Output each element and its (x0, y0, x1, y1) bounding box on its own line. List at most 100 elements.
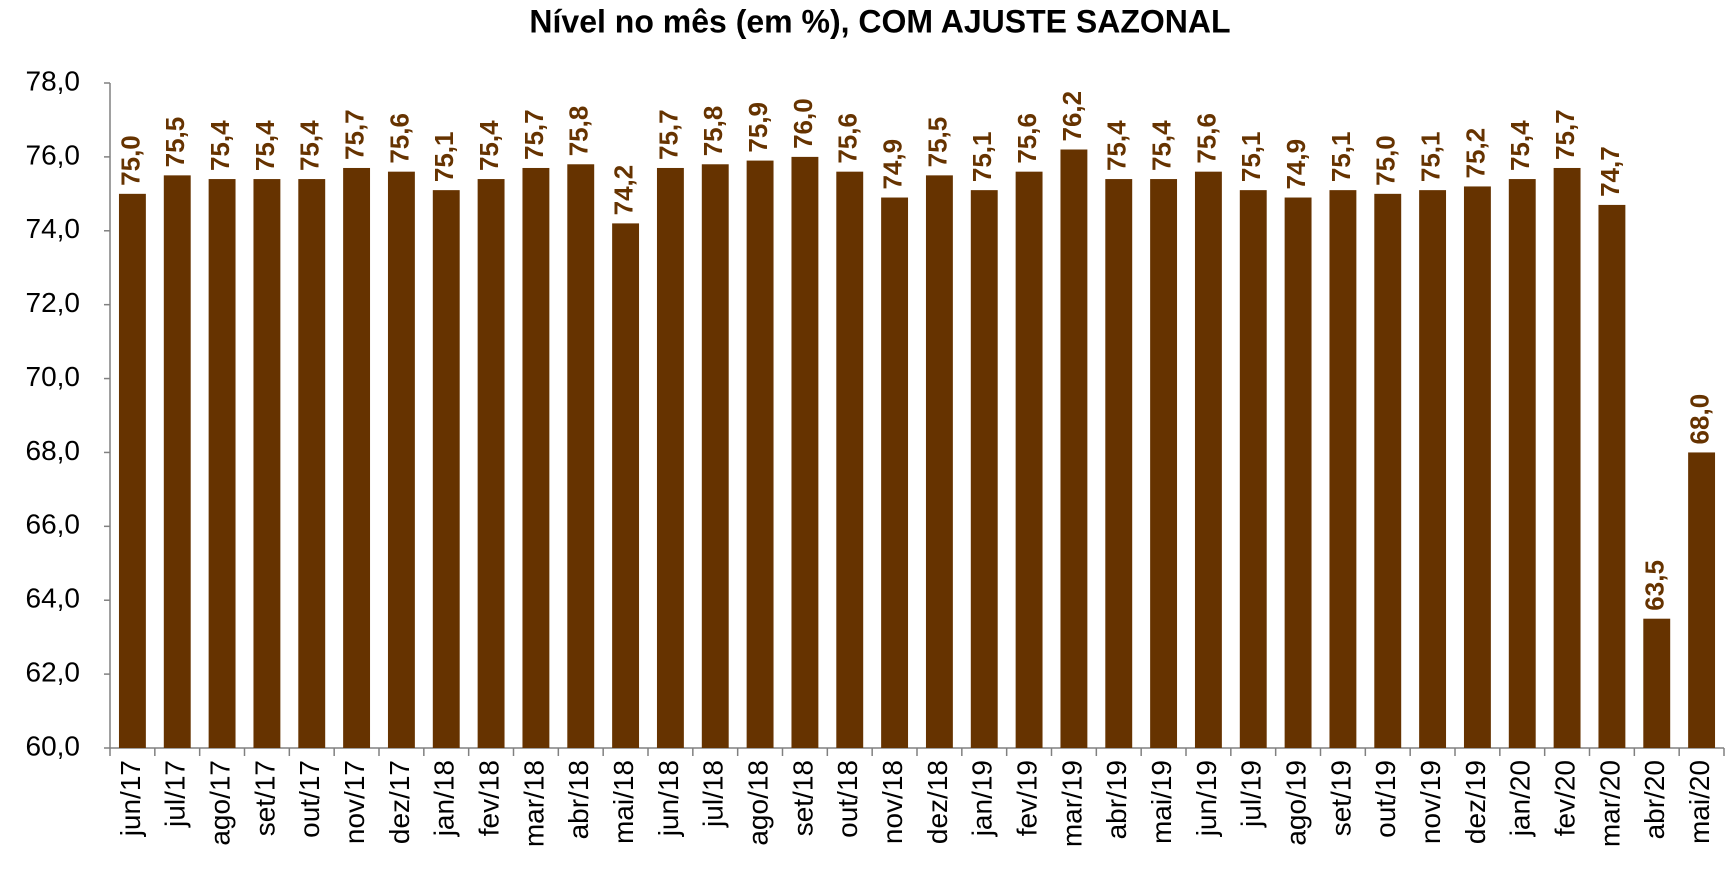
bar (791, 156, 819, 748)
bar (298, 179, 326, 749)
y-tick-label: 72,0 (26, 287, 81, 318)
x-tick-label: jan/19 (967, 760, 998, 837)
bar (163, 175, 191, 749)
x-tick-label: abr/19 (1101, 760, 1132, 839)
bar (1508, 179, 1536, 749)
x-tick-label: mai/18 (608, 760, 639, 844)
x-tick-label: mai/19 (1146, 760, 1177, 844)
value-label: 75,6 (1012, 113, 1042, 164)
value-label: 63,5 (1640, 560, 1670, 611)
x-tick-label: jul/19 (1236, 760, 1267, 828)
y-tick-label: 64,0 (26, 583, 81, 614)
bar (1688, 452, 1716, 748)
y-tick-label: 62,0 (26, 657, 81, 688)
value-label: 75,7 (653, 109, 683, 160)
value-label: 75,2 (1460, 128, 1490, 179)
x-tick-label: mar/20 (1594, 760, 1625, 847)
x-tick-label: dez/19 (1460, 760, 1491, 844)
x-tick-label: jun/18 (653, 760, 684, 837)
x-tick-label: jul/17 (160, 760, 191, 828)
bar (1284, 197, 1312, 748)
value-label: 74,9 (1281, 139, 1311, 190)
x-tick-label: nov/17 (339, 760, 370, 844)
y-tick-label: 66,0 (26, 509, 81, 540)
value-label: 76,0 (788, 98, 818, 149)
value-label: 75,1 (967, 132, 997, 183)
value-label: 75,4 (1505, 120, 1535, 171)
bar (522, 167, 550, 748)
value-label: 75,4 (250, 120, 280, 171)
value-label: 75,7 (1550, 109, 1580, 160)
value-label: 75,4 (1146, 120, 1176, 171)
value-label: 75,7 (519, 109, 549, 160)
x-tick-label: ago/18 (742, 760, 773, 846)
bar (1015, 171, 1043, 748)
value-label: 74,9 (877, 139, 907, 190)
chart-title: Nível no mês (em %), COM AJUSTE SAZONAL (529, 3, 1230, 39)
value-label: 68,0 (1684, 394, 1714, 445)
bar (1329, 190, 1357, 748)
value-label: 75,4 (474, 120, 504, 171)
x-tick-label: set/17 (249, 760, 280, 836)
bar (1374, 193, 1402, 749)
x-tick-label: out/19 (1370, 760, 1401, 838)
bar (208, 179, 236, 749)
value-label: 75,6 (1191, 113, 1221, 164)
value-label: 75,1 (429, 132, 459, 183)
y-tick-label: 70,0 (26, 361, 81, 392)
x-tick-label: dez/18 (922, 760, 953, 844)
bar (1239, 190, 1267, 748)
bar (343, 167, 371, 748)
bar (1598, 204, 1626, 748)
value-label: 76,2 (1057, 91, 1087, 142)
bar (1463, 186, 1491, 748)
bar (925, 175, 953, 749)
y-tick-label: 76,0 (26, 139, 81, 170)
bar (1419, 190, 1447, 748)
bar (1105, 179, 1133, 749)
value-label: 75,7 (339, 109, 369, 160)
value-label: 75,0 (1371, 135, 1401, 186)
x-tick-label: out/17 (294, 760, 325, 838)
bar (118, 193, 146, 749)
value-label: 75,8 (698, 106, 728, 157)
x-tick-label: fev/18 (473, 760, 504, 836)
y-tick-label: 68,0 (26, 435, 81, 466)
x-tick-label: mai/20 (1684, 760, 1715, 844)
x-tick-label: abr/20 (1639, 760, 1670, 839)
x-tick-label: set/19 (1325, 760, 1356, 836)
bar (746, 160, 774, 749)
value-label: 75,4 (1102, 120, 1132, 171)
y-tick-label: 74,0 (26, 213, 81, 244)
x-tick-label: jun/17 (115, 760, 146, 837)
bar (970, 190, 998, 748)
x-tick-label: mar/18 (518, 760, 549, 847)
bar (836, 171, 864, 748)
x-tick-label: mar/19 (1056, 760, 1087, 847)
value-label: 74,2 (608, 165, 638, 216)
value-label: 75,9 (743, 102, 773, 153)
bar (656, 167, 684, 748)
bar (477, 179, 505, 749)
x-tick-label: jan/20 (1505, 760, 1536, 837)
value-label: 75,6 (384, 113, 414, 164)
x-tick-label: jan/18 (429, 760, 460, 837)
bar (432, 190, 460, 748)
value-label: 75,8 (564, 106, 594, 157)
value-label: 75,5 (160, 117, 190, 168)
bar (881, 197, 909, 748)
x-tick-label: abr/18 (563, 760, 594, 839)
x-tick-label: nov/18 (877, 760, 908, 844)
bar (1194, 171, 1222, 748)
x-tick-label: nov/19 (1415, 760, 1446, 844)
bar (1150, 179, 1178, 749)
value-label: 75,4 (295, 120, 325, 171)
value-label: 75,1 (1326, 132, 1356, 183)
bar (1060, 149, 1088, 748)
x-tick-label: set/18 (787, 760, 818, 836)
value-label: 75,1 (1415, 132, 1445, 183)
bar (701, 164, 729, 748)
bar (1553, 167, 1581, 748)
x-tick-label: out/18 (832, 760, 863, 838)
